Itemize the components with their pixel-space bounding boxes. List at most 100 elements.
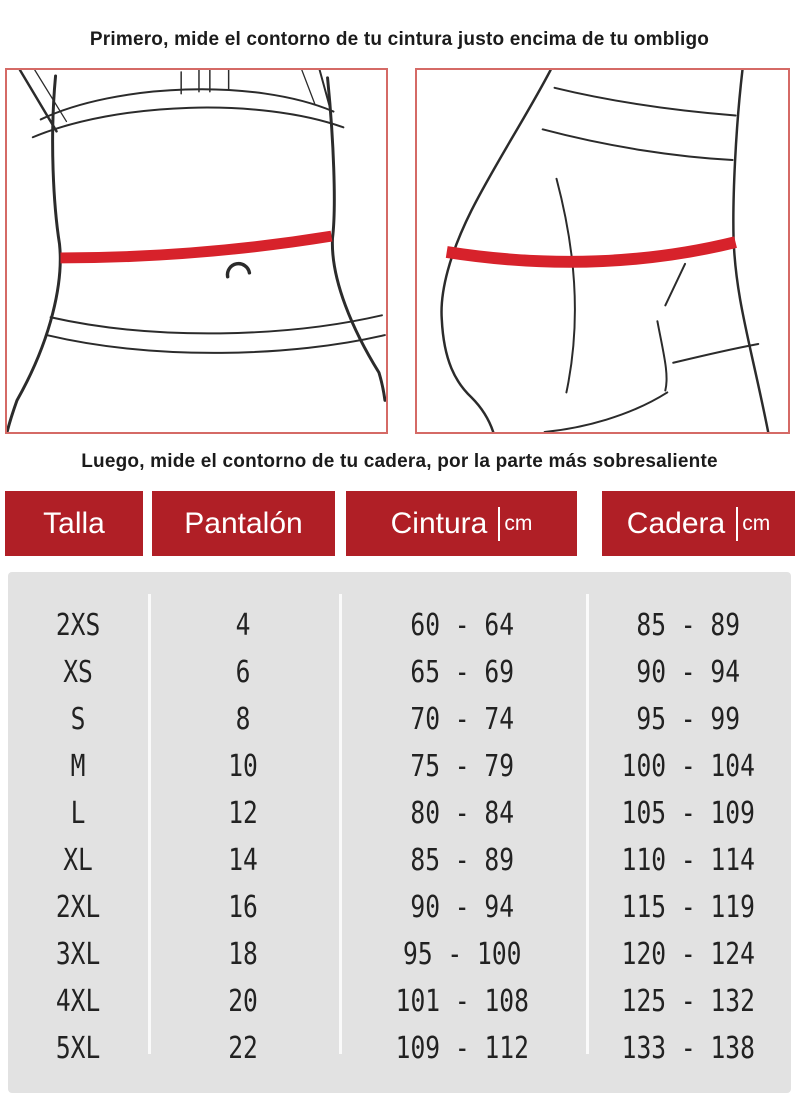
waist-instruction-text: Primero, mide el contorno de tu cintura … (89, 29, 710, 50)
waist-figure-drawing (7, 70, 386, 432)
size-row: S 8 70 - 74 95 - 99 (8, 696, 791, 743)
size-cell-cintura: 75 - 79 (339, 749, 586, 784)
size-cell-text: 115 - 119 (621, 890, 756, 925)
size-cell-pantalon: 10 (148, 749, 339, 784)
waist-tape-line (60, 230, 333, 264)
size-cell-cintura: 85 - 89 (339, 843, 586, 878)
size-cell-text: 109 - 112 (395, 1031, 530, 1066)
size-cell-pantalon: 8 (148, 702, 339, 737)
size-cell-text: L (70, 796, 86, 831)
size-cell-text: 3XL (55, 937, 101, 972)
hip-instruction-text: Luego, mide el contorno de tu cadera, po… (81, 451, 718, 472)
header-talla-label: Talla (43, 506, 105, 540)
size-cell-cadera: 133 - 138 (586, 1031, 791, 1066)
size-cell-cintura: 80 - 84 (339, 796, 586, 831)
size-row: L 12 80 - 84 105 - 109 (8, 790, 791, 837)
unit-bar (498, 506, 501, 541)
size-cell-text: 10 (228, 749, 259, 784)
size-cell-pantalon: 4 (148, 608, 339, 643)
size-cell-text: XL (63, 843, 93, 878)
size-cell-text: 16 (228, 890, 259, 925)
size-cell-talla: 2XS (8, 608, 148, 643)
size-cell-text: 65 - 69 (410, 655, 515, 690)
size-cell-pantalon: 18 (148, 937, 339, 972)
size-cell-text: 22 (228, 1031, 259, 1066)
size-cell-talla: XS (8, 655, 148, 690)
size-cell-cadera: 110 - 114 (586, 843, 791, 878)
size-cell-text: 133 - 138 (621, 1031, 756, 1066)
column-divider (586, 594, 589, 1054)
size-row: 3XL 18 95 - 100 120 - 124 (8, 931, 791, 978)
header-cintura-unit: cm (504, 511, 533, 535)
size-cell-cintura: 70 - 74 (339, 702, 586, 737)
size-cell-cintura: 60 - 64 (339, 608, 586, 643)
header-cadera: Cadera cm (602, 491, 795, 556)
size-cell-text: 6 (236, 655, 251, 690)
size-row: XS 6 65 - 69 90 - 94 (8, 649, 791, 696)
size-cell-text: 4XL (55, 984, 101, 1019)
column-divider (339, 594, 342, 1054)
size-cell-text: 12 (228, 796, 259, 831)
size-cell-cintura: 101 - 108 (339, 984, 586, 1019)
size-cell-text: 101 - 108 (395, 984, 530, 1019)
size-cell-pantalon: 16 (148, 890, 339, 925)
size-cell-cintura: 65 - 69 (339, 655, 586, 690)
size-row: M 10 75 - 79 100 - 104 (8, 743, 791, 790)
size-cell-text: 100 - 104 (621, 749, 756, 784)
size-cell-text: 110 - 114 (621, 843, 756, 878)
size-row: 2XL 16 90 - 94 115 - 119 (8, 884, 791, 931)
size-cell-text: XS (63, 655, 93, 690)
size-cell-cadera: 105 - 109 (586, 796, 791, 831)
size-cell-text: M (70, 749, 86, 784)
size-row: 2XS 4 60 - 64 85 - 89 (8, 602, 791, 649)
column-divider (148, 594, 151, 1054)
size-cell-text: 5XL (55, 1031, 101, 1066)
header-cadera-label: Cadera (626, 506, 726, 540)
size-table-body: 2XS 4 60 - 64 85 - 89 XS 6 65 - 69 90 - 94 S 8 70 … (8, 572, 791, 1093)
unit-bar (736, 506, 739, 541)
size-cell-text: 95 - 99 (636, 702, 741, 737)
size-cell-pantalon: 20 (148, 984, 339, 1019)
hip-tape-line (445, 236, 737, 268)
size-cell-text: 90 - 94 (410, 890, 515, 925)
size-row: 4XL 20 101 - 108 125 - 132 (8, 978, 791, 1025)
size-cell-cadera: 90 - 94 (586, 655, 791, 690)
size-cell-talla: 4XL (8, 984, 148, 1019)
size-cell-cadera: 120 - 124 (586, 937, 791, 972)
size-cell-text: 80 - 84 (410, 796, 515, 831)
size-cell-cadera: 125 - 132 (586, 984, 791, 1019)
size-cell-pantalon: 22 (148, 1031, 339, 1066)
size-cell-text: 120 - 124 (621, 937, 756, 972)
size-cell-cadera: 95 - 99 (586, 702, 791, 737)
size-cell-text: 2XL (55, 890, 101, 925)
size-cell-text: 85 - 89 (410, 843, 515, 878)
navel-mark (225, 261, 252, 279)
size-cell-text: 8 (236, 702, 251, 737)
size-cell-text: 14 (228, 843, 259, 878)
header-cadera-unit: cm (742, 511, 771, 535)
size-cell-text: 2XS (55, 608, 101, 643)
size-cell-text: 85 - 89 (636, 608, 741, 643)
size-cell-text: 18 (228, 937, 259, 972)
size-cell-talla: M (8, 749, 148, 784)
hip-illustration (415, 68, 790, 434)
size-cell-cadera: 115 - 119 (586, 890, 791, 925)
size-cell-text: 4 (236, 608, 251, 643)
size-cell-cintura: 95 - 100 (339, 937, 586, 972)
size-cell-text: 60 - 64 (410, 608, 515, 643)
size-cell-pantalon: 6 (148, 655, 339, 690)
hip-figure-drawing (440, 70, 770, 432)
size-cell-talla: XL (8, 843, 148, 878)
size-cell-pantalon: 12 (148, 796, 339, 831)
header-pantalon: Pantalón (152, 491, 335, 556)
waist-illustration (5, 68, 388, 434)
size-cell-cintura: 109 - 112 (339, 1031, 586, 1066)
header-talla: Talla (5, 491, 143, 556)
size-cell-cadera: 100 - 104 (586, 749, 791, 784)
size-cell-text: 105 - 109 (621, 796, 756, 831)
size-table-rows: 2XS 4 60 - 64 85 - 89 XS 6 65 - 69 90 - 94 S 8 70 … (8, 602, 791, 1072)
header-pantalon-label: Pantalón (184, 506, 303, 540)
torso-sketch-lines (7, 70, 386, 432)
size-cell-text: 125 - 132 (621, 984, 756, 1019)
